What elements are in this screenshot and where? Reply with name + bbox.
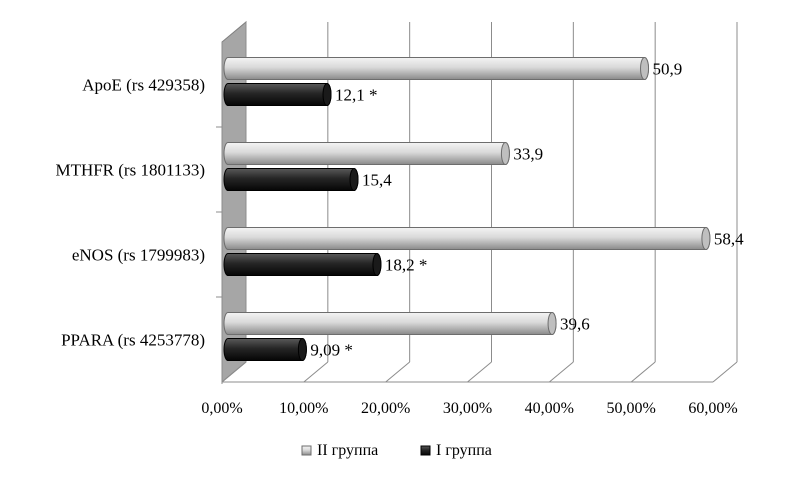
bar-cap <box>297 338 307 361</box>
x-tick-label: 10,00% <box>279 400 328 417</box>
category-label: MTHFR (rs 1801133) <box>55 161 205 180</box>
bar-cap <box>349 168 359 191</box>
legend-swatch <box>301 445 312 456</box>
x-tick-label: 0,00% <box>201 400 242 417</box>
bar-cap <box>372 253 382 276</box>
bar <box>223 227 711 250</box>
legend-label: II группа <box>317 442 378 459</box>
bar <box>223 168 359 191</box>
x-tick-label: 30,00% <box>443 400 492 417</box>
data-label: 39,6 <box>560 315 590 334</box>
bar-cap <box>500 142 510 165</box>
data-label: 9,09 * <box>310 341 353 360</box>
data-label: 58,4 <box>714 230 744 249</box>
bar <box>223 338 307 361</box>
data-label: 15,4 <box>362 171 392 190</box>
legend-label: I группа <box>436 442 492 459</box>
bar-cap <box>701 227 711 250</box>
category-label: ApoE (rs 429358) <box>82 76 205 95</box>
x-tick-label: 50,00% <box>607 400 656 417</box>
data-label: 33,9 <box>513 145 543 164</box>
gridline-floor <box>221 361 247 383</box>
bar <box>223 253 382 276</box>
gridlines <box>216 22 738 384</box>
bar-cap <box>322 83 332 106</box>
x-tick-label: 60,00% <box>688 400 737 417</box>
bar <box>223 83 332 106</box>
gridline-floor <box>630 361 656 383</box>
legend: II группа I группа <box>301 442 492 459</box>
bar-cap <box>547 312 557 335</box>
gridline-floor <box>303 361 329 383</box>
x-tick-label: 40,00% <box>525 400 574 417</box>
gridline-floor <box>712 361 738 383</box>
bars <box>223 57 711 361</box>
bar <box>223 312 557 335</box>
gridline-floor <box>549 361 574 383</box>
x-tick-label: 20,00% <box>361 400 410 417</box>
data-label: 12,1 * <box>335 86 378 105</box>
data-label: 18,2 * <box>385 256 428 275</box>
gridline-floor <box>385 361 410 383</box>
category-label: PPARA (rs 4253778) <box>61 331 205 350</box>
gridline-floor <box>467 361 492 383</box>
bar-cap <box>640 57 650 80</box>
legend-swatch <box>420 445 431 456</box>
data-label: 50,9 <box>653 60 683 79</box>
chart-labels: 0,00% 10,00% 20,00% 30,00% 40,00% 50,00% 60,00… <box>55 60 744 418</box>
bar <box>223 57 650 80</box>
category-label: eNOS (rs 1799983) <box>72 246 205 265</box>
bar <box>223 142 510 165</box>
